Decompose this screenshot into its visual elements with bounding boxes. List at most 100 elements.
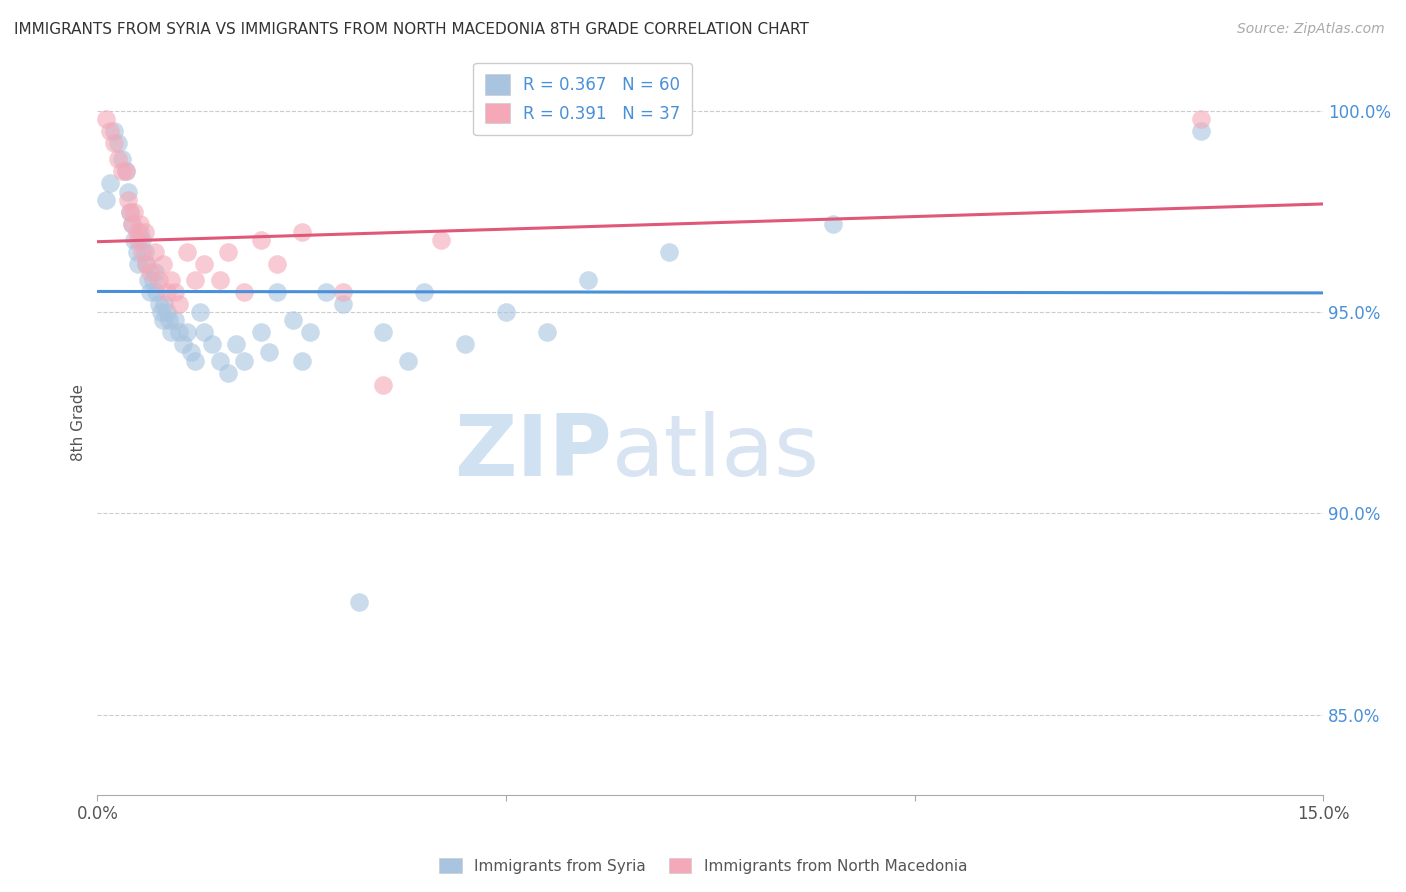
Point: [148, 297, 170, 311]
Text: atlas: atlas: [612, 411, 820, 494]
Point: [111, 164, 134, 178]
Point: [658, 244, 681, 259]
Point: [257, 345, 280, 359]
Point: [184, 273, 207, 287]
Point: [172, 337, 194, 351]
Point: [94, 112, 117, 127]
Point: [176, 244, 198, 259]
Point: [495, 305, 517, 319]
Point: [454, 337, 477, 351]
Point: [135, 257, 157, 271]
Point: [176, 326, 198, 340]
Point: [115, 164, 138, 178]
Point: [125, 225, 148, 239]
Point: [201, 337, 224, 351]
Point: [332, 297, 354, 311]
Point: [98, 177, 121, 191]
Point: [188, 305, 211, 319]
Legend: R = 0.367   N = 60, R = 0.391   N = 37: R = 0.367 N = 60, R = 0.391 N = 37: [474, 62, 692, 135]
Point: [153, 297, 176, 311]
Point: [134, 244, 156, 259]
Point: [118, 204, 141, 219]
Point: [163, 313, 186, 327]
Point: [107, 136, 129, 151]
Point: [576, 273, 599, 287]
Point: [373, 377, 395, 392]
Point: [152, 257, 174, 271]
Point: [283, 313, 305, 327]
Point: [291, 353, 314, 368]
Point: [107, 153, 129, 167]
Point: [298, 326, 321, 340]
Point: [332, 285, 354, 299]
Point: [122, 204, 145, 219]
Point: [142, 273, 165, 287]
Point: [315, 285, 337, 299]
Point: [148, 273, 170, 287]
Text: Source: ZipAtlas.com: Source: ZipAtlas.com: [1237, 22, 1385, 37]
Point: [193, 257, 215, 271]
Point: [128, 225, 150, 239]
Point: [167, 297, 190, 311]
Point: [139, 265, 162, 279]
Point: [117, 185, 139, 199]
Point: [103, 124, 125, 138]
Point: [103, 136, 125, 151]
Point: [150, 305, 173, 319]
Y-axis label: 8th Grade: 8th Grade: [72, 384, 86, 461]
Point: [163, 285, 186, 299]
Point: [131, 244, 153, 259]
Point: [233, 285, 256, 299]
Point: [193, 326, 215, 340]
Point: [115, 164, 138, 178]
Point: [291, 225, 314, 239]
Point: [98, 124, 121, 138]
Point: [143, 244, 166, 259]
Point: [135, 257, 157, 271]
Point: [111, 153, 134, 167]
Point: [217, 366, 239, 380]
Point: [167, 326, 190, 340]
Point: [249, 233, 271, 247]
Point: [131, 233, 153, 247]
Point: [396, 353, 419, 368]
Point: [160, 326, 183, 340]
Point: [160, 273, 183, 287]
Point: [139, 285, 162, 299]
Point: [157, 313, 180, 327]
Point: [536, 326, 558, 340]
Point: [347, 595, 370, 609]
Point: [249, 326, 271, 340]
Point: [127, 257, 149, 271]
Point: [143, 265, 166, 279]
Point: [94, 193, 117, 207]
Point: [429, 233, 451, 247]
Point: [156, 285, 179, 299]
Point: [118, 204, 141, 219]
Point: [208, 273, 231, 287]
Point: [156, 305, 179, 319]
Point: [127, 233, 149, 247]
Point: [134, 225, 156, 239]
Point: [266, 257, 288, 271]
Point: [233, 353, 256, 368]
Point: [217, 244, 239, 259]
Point: [225, 337, 247, 351]
Point: [373, 326, 395, 340]
Point: [145, 285, 167, 299]
Point: [121, 217, 143, 231]
Text: IMMIGRANTS FROM SYRIA VS IMMIGRANTS FROM NORTH MACEDONIA 8TH GRADE CORRELATION C: IMMIGRANTS FROM SYRIA VS IMMIGRANTS FROM…: [14, 22, 808, 37]
Point: [184, 353, 207, 368]
Point: [266, 285, 288, 299]
Point: [208, 353, 231, 368]
Point: [136, 273, 159, 287]
Point: [152, 313, 174, 327]
Point: [122, 233, 145, 247]
Legend: Immigrants from Syria, Immigrants from North Macedonia: Immigrants from Syria, Immigrants from N…: [433, 852, 973, 880]
Point: [121, 217, 143, 231]
Point: [180, 345, 202, 359]
Point: [1189, 124, 1212, 138]
Point: [821, 217, 844, 231]
Point: [128, 217, 150, 231]
Point: [117, 193, 139, 207]
